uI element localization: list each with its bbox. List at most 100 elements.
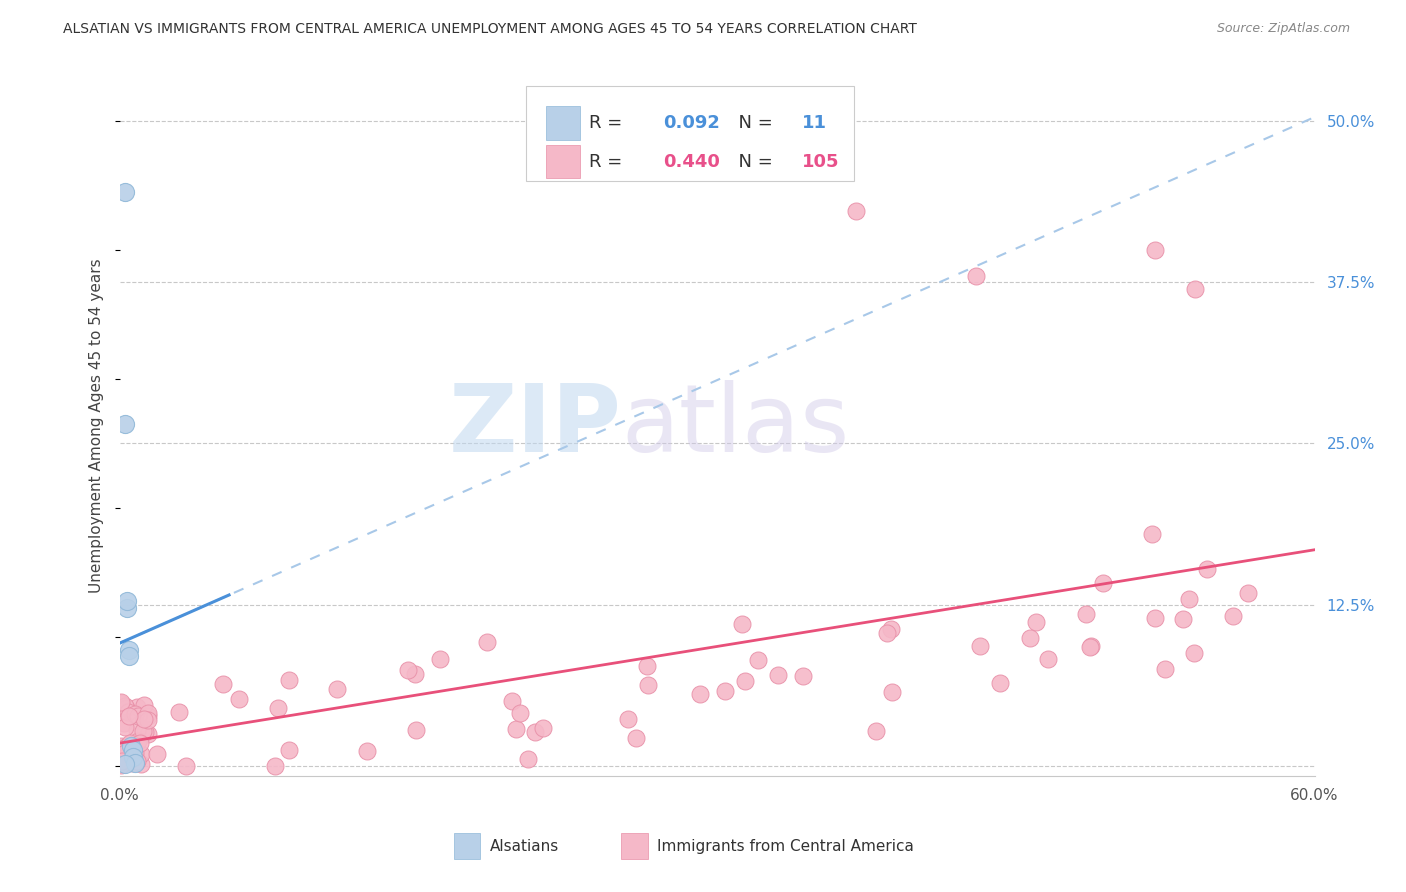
- Point: [136, 727, 159, 741]
- Text: Immigrants from Central America: Immigrants from Central America: [658, 838, 914, 854]
- Point: [1078, 640, 1101, 655]
- Point: [1237, 585, 1260, 599]
- Point: [766, 668, 789, 682]
- Point: [127, 754, 149, 768]
- Point: [114, 757, 136, 772]
- Point: [121, 739, 143, 754]
- Point: [277, 743, 299, 757]
- Text: 0.440: 0.440: [664, 153, 720, 170]
- Point: [228, 692, 250, 706]
- Point: [1182, 646, 1205, 660]
- FancyBboxPatch shape: [621, 833, 648, 859]
- Point: [117, 593, 139, 607]
- Point: [475, 635, 498, 649]
- Point: [1184, 282, 1206, 296]
- Point: [845, 204, 868, 219]
- Text: N =: N =: [727, 114, 778, 132]
- Text: ALSATIAN VS IMMIGRANTS FROM CENTRAL AMERICA UNEMPLOYMENT AMONG AGES 45 TO 54 YEA: ALSATIAN VS IMMIGRANTS FROM CENTRAL AMER…: [63, 22, 917, 37]
- Point: [108, 696, 131, 710]
- Point: [1195, 562, 1218, 576]
- Point: [1153, 662, 1175, 676]
- Point: [1144, 243, 1167, 257]
- Text: 0.092: 0.092: [664, 114, 720, 132]
- Point: [117, 706, 139, 720]
- Point: [1144, 611, 1167, 625]
- Point: [138, 708, 160, 723]
- Point: [117, 738, 139, 752]
- FancyBboxPatch shape: [526, 87, 855, 181]
- Point: [121, 751, 143, 765]
- Point: [120, 736, 142, 750]
- Point: [1091, 575, 1114, 590]
- Point: [117, 753, 139, 767]
- Text: 105: 105: [801, 153, 839, 170]
- Point: [792, 669, 814, 683]
- Text: 11: 11: [801, 114, 827, 132]
- Point: [127, 723, 149, 738]
- Point: [115, 701, 138, 715]
- Point: [117, 709, 139, 723]
- Point: [278, 673, 301, 687]
- Point: [731, 616, 754, 631]
- Point: [523, 725, 546, 739]
- Point: [136, 706, 159, 720]
- Point: [876, 626, 898, 640]
- Point: [1142, 527, 1164, 541]
- Point: [122, 740, 145, 755]
- Point: [127, 733, 149, 747]
- Point: [114, 417, 136, 431]
- Point: [124, 706, 146, 721]
- FancyBboxPatch shape: [546, 145, 579, 178]
- Text: N =: N =: [727, 153, 778, 170]
- Point: [124, 756, 146, 771]
- Point: [1178, 592, 1201, 607]
- Point: [636, 659, 658, 673]
- Point: [111, 754, 134, 768]
- Point: [174, 758, 197, 772]
- Point: [122, 743, 145, 757]
- Point: [127, 709, 149, 723]
- Point: [138, 713, 160, 727]
- Point: [146, 747, 169, 761]
- Point: [637, 678, 659, 692]
- Point: [517, 752, 540, 766]
- Point: [114, 185, 136, 199]
- Text: Alsatians: Alsatians: [491, 838, 560, 854]
- Point: [505, 722, 527, 736]
- Point: [624, 731, 647, 746]
- Point: [616, 712, 638, 726]
- Point: [1036, 652, 1059, 666]
- Point: [212, 676, 235, 690]
- Point: [132, 712, 155, 726]
- Point: [1018, 631, 1040, 645]
- Point: [266, 701, 288, 715]
- Point: [356, 743, 378, 757]
- Point: [396, 663, 419, 677]
- Point: [1080, 640, 1102, 654]
- Y-axis label: Unemployment Among Ages 45 to 54 years: Unemployment Among Ages 45 to 54 years: [89, 259, 104, 593]
- Point: [112, 742, 135, 756]
- Point: [110, 695, 132, 709]
- Point: [121, 756, 143, 770]
- Point: [865, 724, 887, 739]
- Point: [404, 667, 426, 681]
- Point: [880, 622, 903, 636]
- Point: [969, 639, 991, 653]
- Point: [509, 706, 531, 720]
- Point: [117, 601, 139, 615]
- Point: [124, 746, 146, 760]
- Point: [134, 698, 156, 713]
- Point: [713, 684, 735, 698]
- Text: Source: ZipAtlas.com: Source: ZipAtlas.com: [1216, 22, 1350, 36]
- Point: [114, 720, 136, 734]
- Point: [965, 268, 987, 283]
- Point: [120, 751, 142, 765]
- Point: [1222, 609, 1244, 624]
- Text: atlas: atlas: [621, 380, 849, 472]
- Point: [131, 756, 153, 771]
- Point: [1025, 615, 1047, 630]
- Point: [531, 722, 554, 736]
- Point: [110, 758, 132, 772]
- Text: ZIP: ZIP: [449, 380, 621, 472]
- Point: [127, 700, 149, 714]
